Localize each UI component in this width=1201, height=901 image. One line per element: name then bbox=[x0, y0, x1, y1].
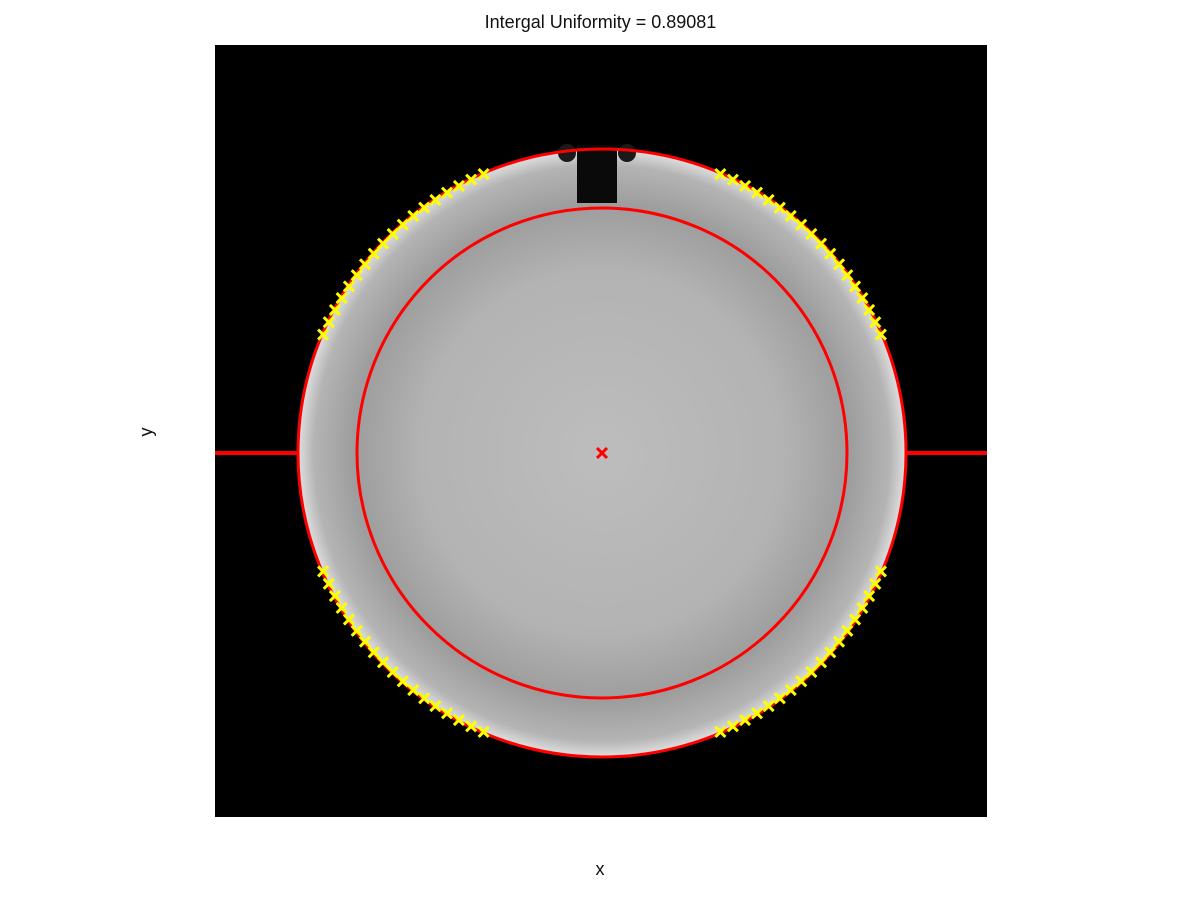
edge-marker bbox=[386, 227, 399, 241]
y-axis-label: y bbox=[136, 427, 156, 437]
edge-marker bbox=[750, 186, 764, 199]
edge-marker bbox=[824, 247, 837, 260]
edge-marker bbox=[762, 193, 775, 206]
edge-marker bbox=[376, 237, 390, 250]
edge-marker bbox=[452, 179, 465, 192]
edge-marker bbox=[726, 173, 739, 186]
edge-marker bbox=[317, 565, 330, 578]
edge-marker bbox=[856, 291, 869, 305]
edge-marker bbox=[367, 247, 380, 260]
edge-markers bbox=[317, 168, 887, 738]
edge-marker bbox=[452, 714, 465, 727]
edge-marker bbox=[795, 675, 808, 688]
edge-marker bbox=[739, 714, 752, 727]
edge-marker bbox=[784, 683, 797, 697]
edge-marker bbox=[328, 590, 341, 603]
edge-marker bbox=[342, 280, 355, 293]
edge-marker bbox=[739, 179, 752, 192]
edge-marker bbox=[477, 725, 490, 738]
edge-marker bbox=[328, 303, 341, 316]
edge-marker bbox=[367, 646, 380, 659]
edge-marker bbox=[376, 656, 390, 669]
edge-marker bbox=[322, 316, 335, 329]
edge-marker bbox=[322, 577, 335, 590]
edge-marker bbox=[358, 635, 372, 648]
edge-marker bbox=[863, 590, 876, 603]
edge-marker bbox=[832, 258, 846, 271]
edge-marker bbox=[350, 269, 363, 282]
edge-marker bbox=[750, 707, 764, 720]
edge-marker bbox=[784, 209, 797, 223]
edge-marker bbox=[832, 635, 846, 648]
edge-marker bbox=[841, 624, 854, 637]
edge-marker bbox=[849, 613, 862, 626]
edge-marker bbox=[335, 291, 348, 305]
edge-marker bbox=[714, 168, 727, 181]
x-axis-label: x bbox=[595, 859, 605, 879]
edge-marker bbox=[407, 683, 420, 697]
center-marker bbox=[595, 446, 609, 460]
edge-marker bbox=[335, 601, 348, 615]
edge-marker bbox=[418, 201, 431, 214]
edge-marker bbox=[396, 675, 409, 688]
edge-marker bbox=[440, 186, 454, 199]
edge-marker bbox=[869, 316, 882, 329]
edge-marker bbox=[714, 725, 727, 738]
edge-marker bbox=[762, 700, 775, 713]
edge-marker bbox=[856, 601, 869, 615]
edge-marker bbox=[863, 303, 876, 316]
edge-marker bbox=[849, 280, 862, 293]
edge-marker bbox=[814, 656, 828, 669]
edge-marker bbox=[418, 692, 431, 705]
edge-marker bbox=[396, 218, 409, 231]
edge-marker bbox=[477, 168, 490, 181]
edge-marker bbox=[805, 665, 818, 679]
edge-marker bbox=[814, 237, 828, 250]
edge-marker bbox=[795, 218, 808, 231]
edge-marker bbox=[773, 201, 786, 214]
edge-marker bbox=[429, 700, 442, 713]
outer-fit-circle bbox=[296, 147, 908, 759]
edge-marker bbox=[869, 577, 882, 590]
phantom-image bbox=[215, 45, 987, 817]
edge-marker bbox=[386, 665, 399, 679]
edge-marker bbox=[841, 269, 854, 282]
edge-marker bbox=[350, 624, 363, 637]
edge-marker bbox=[874, 565, 887, 578]
edge-marker bbox=[440, 707, 454, 720]
edge-marker bbox=[358, 258, 372, 271]
edge-marker bbox=[805, 227, 818, 241]
edge-marker bbox=[824, 646, 837, 659]
figure-title: Intergal Uniformity = 0.89081 bbox=[484, 12, 717, 32]
edge-marker bbox=[465, 173, 478, 186]
edge-marker bbox=[317, 328, 330, 341]
edge-marker bbox=[407, 209, 420, 223]
edge-marker bbox=[773, 692, 786, 705]
edge-marker bbox=[874, 328, 887, 341]
edge-marker bbox=[726, 720, 739, 733]
edge-marker bbox=[465, 720, 478, 733]
inner-roi-circle bbox=[355, 206, 849, 700]
edge-marker bbox=[342, 613, 355, 626]
edge-marker bbox=[429, 193, 442, 206]
